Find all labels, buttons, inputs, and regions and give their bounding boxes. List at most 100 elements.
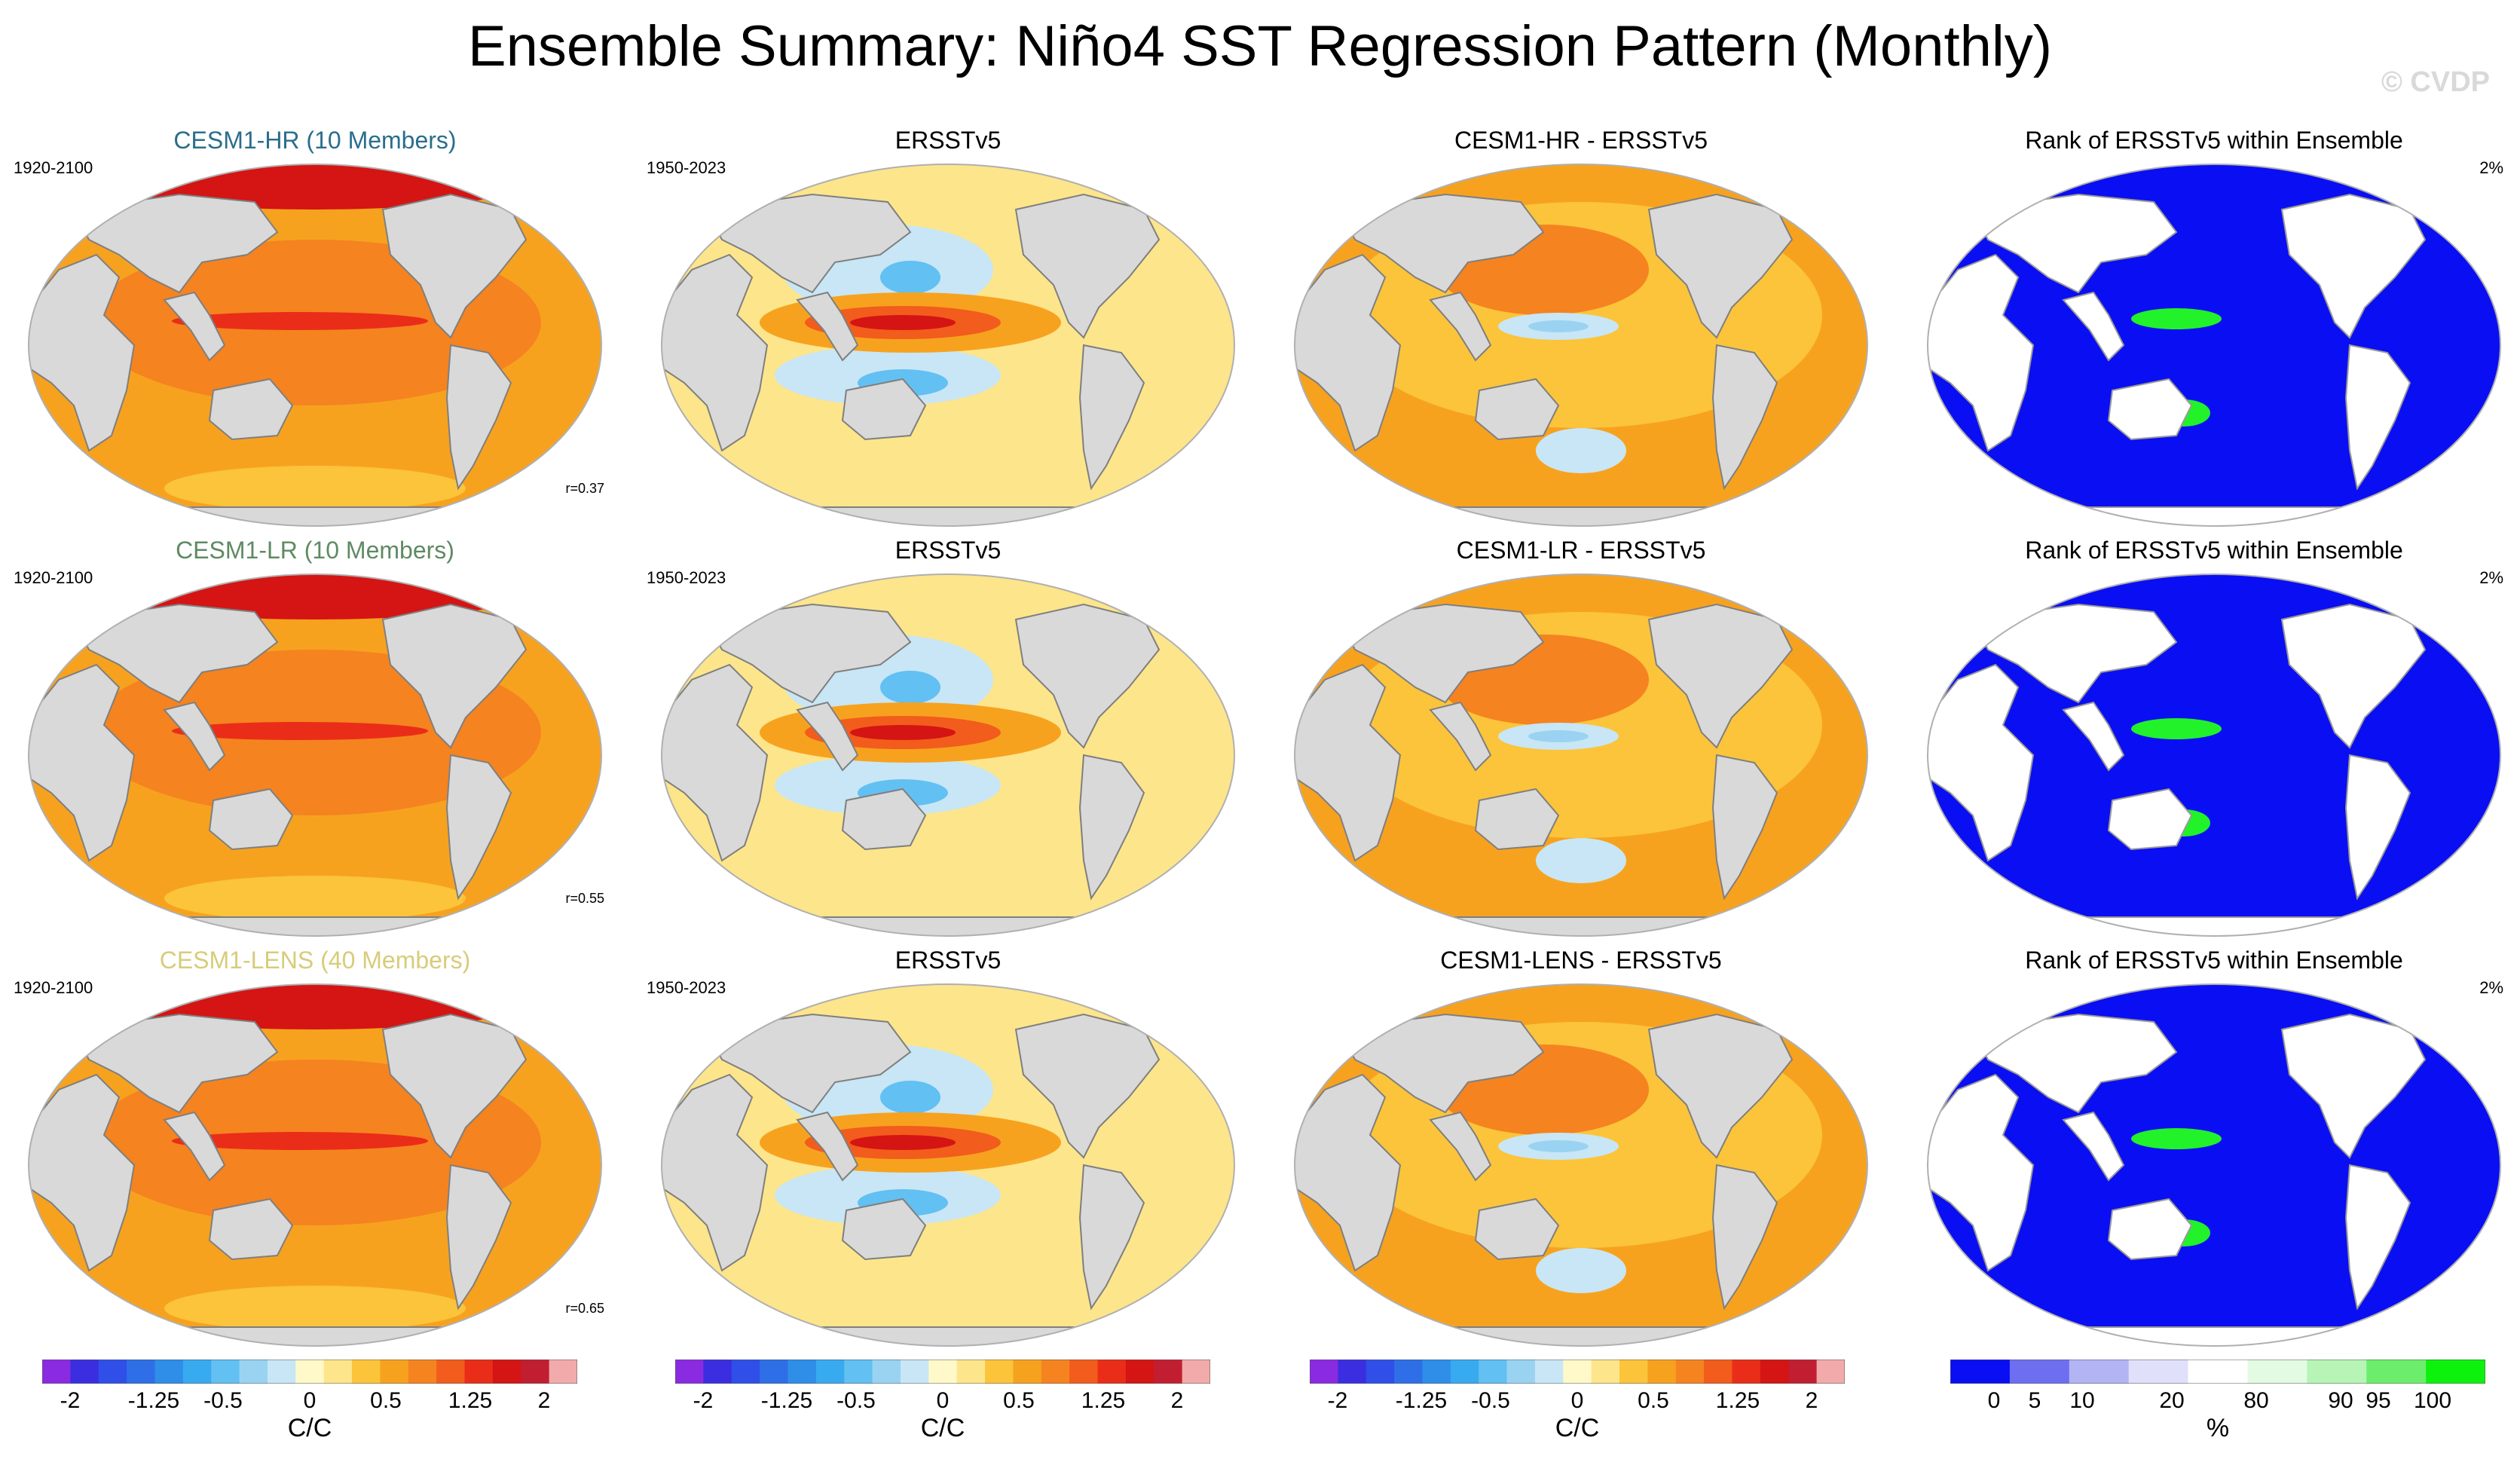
land-mask	[1711, 344, 1778, 491]
sst-contour	[1536, 838, 1626, 883]
colorbar-swatch	[1534, 1360, 1564, 1384]
panel-title: CESM1-LENS (40 Members)	[159, 947, 471, 974]
land-mask	[1338, 1013, 1545, 1114]
land-mask	[1928, 663, 2035, 862]
land-mask	[29, 1073, 136, 1272]
colorbar-swatch	[154, 1360, 184, 1384]
colorbar-tick-label: 0.5	[1638, 1388, 1669, 1413]
map-diff	[1294, 574, 1868, 937]
colorbar-tick-label: -0.5	[1471, 1388, 1510, 1413]
sst-contour	[89, 574, 541, 619]
colorbar-swatch	[267, 1360, 296, 1384]
colorbar-tick-label: 2	[1170, 1388, 1184, 1413]
panel-title: Rank of ERSSTv5 within Ensemble	[2025, 127, 2403, 154]
sst-contour	[850, 1135, 956, 1150]
map-border	[1294, 574, 1868, 937]
land-mask	[445, 1164, 512, 1311]
land-mask	[1382, 1326, 1780, 1346]
colorbar-swatch	[985, 1360, 1014, 1384]
land-mask	[2107, 378, 2193, 441]
panel-obs-row2: ERSSTv5 1950-2023	[647, 537, 1249, 950]
land-mask	[749, 916, 1147, 936]
year-range: 1950-2023	[647, 568, 726, 587]
land-mask	[1295, 253, 1402, 452]
colorbar-swatch	[2188, 1360, 2248, 1384]
colorbar-tick-label: -1.25	[760, 1388, 813, 1413]
colorbar-tick-label: 0	[1570, 1388, 1584, 1413]
land-mask	[29, 253, 136, 452]
land-mask	[705, 193, 912, 294]
sst-contour	[1536, 428, 1626, 473]
colorbar-swatch	[127, 1360, 155, 1384]
colorbar-swatch	[464, 1360, 494, 1384]
land-mask	[1647, 193, 1794, 339]
colorbar-tick-label: -1.25	[127, 1388, 180, 1413]
land-mask	[1971, 1013, 2178, 1114]
year-range: 1920-2100	[14, 158, 93, 177]
colorbar-swatch	[675, 1360, 704, 1384]
land-mask	[2015, 916, 2413, 936]
colorbar-tick-label: 1.25	[448, 1388, 493, 1413]
sst-contour	[164, 876, 466, 921]
land-mask	[2062, 701, 2125, 772]
rank-high-region	[2131, 308, 2222, 329]
colorbar-tick-label: 5	[2028, 1388, 2041, 1413]
colorbar-tick-label: -0.5	[203, 1388, 243, 1413]
land-mask	[2280, 193, 2427, 339]
panel-title: CESM1-HR (10 Members)	[173, 127, 457, 154]
colorbar-swatch	[2247, 1360, 2307, 1384]
sst-contour	[164, 1286, 466, 1331]
land-mask	[2107, 788, 2193, 851]
colorbar-swatch	[436, 1360, 466, 1384]
colorbar-swatch	[492, 1360, 521, 1384]
colorbar-swatch	[900, 1360, 929, 1384]
colorbar-units: %	[2206, 1414, 2230, 1442]
colorbar-swatch	[1450, 1360, 1479, 1384]
panel-rank-row1: Rank of ERSSTv5 within Ensemble 2%	[1913, 127, 2515, 540]
colorbar-tick-label: -2	[60, 1388, 81, 1413]
land-mask	[1014, 193, 1161, 339]
sst-contour	[172, 722, 428, 740]
year-range: 1950-2023	[647, 978, 726, 997]
panel-obs-row1: ERSSTv5 1950-2023	[647, 127, 1249, 540]
map-border	[1927, 574, 2501, 937]
map-border	[28, 164, 602, 527]
land-mask	[2015, 506, 2413, 526]
sst-contour	[1528, 1140, 1589, 1152]
colorbar-sst: -2 -1.25 -0.5 0 0.5 1.25 2 C/C	[1309, 1359, 1846, 1442]
land-mask	[163, 291, 226, 362]
colorbar-swatch	[2426, 1360, 2486, 1384]
colorbar-swatch	[239, 1360, 268, 1384]
colorbar-swatch	[1479, 1360, 1508, 1384]
land-mask	[705, 603, 912, 704]
land-mask	[2062, 1111, 2125, 1182]
colorbar-swatch	[2307, 1360, 2367, 1384]
colorbar-swatch	[1182, 1360, 1211, 1384]
map-diff	[1294, 983, 1868, 1347]
colorbar-swatch	[1506, 1360, 1536, 1384]
colorbar-swatch	[703, 1360, 732, 1384]
sst-contour	[1528, 730, 1589, 742]
map-obs	[661, 983, 1235, 1347]
colorbar-tick-label: 10	[2069, 1388, 2095, 1413]
panel-title: CESM1-LR - ERSSTv5	[1456, 537, 1706, 564]
land-mask	[1338, 193, 1545, 294]
map-border	[661, 574, 1235, 937]
colorbar-swatch	[42, 1360, 71, 1384]
colorbar-swatch	[1760, 1360, 1789, 1384]
map-obs	[661, 164, 1235, 527]
map-obs	[661, 574, 1235, 937]
year-range: 1950-2023	[647, 158, 726, 177]
land-mask	[841, 1197, 927, 1261]
colorbar-tick-label: 1.25	[1715, 1388, 1760, 1413]
panel-title: CESM1-LR (10 Members)	[176, 537, 454, 564]
land-mask	[662, 253, 769, 452]
sst-contour	[172, 312, 428, 330]
land-mask	[381, 603, 528, 749]
land-mask	[163, 701, 226, 772]
colorbar-swatch	[1950, 1360, 2011, 1384]
colorbar-swatch	[1422, 1360, 1451, 1384]
map-border	[28, 983, 602, 1347]
land-mask	[208, 378, 294, 441]
panel-title: Rank of ERSSTv5 within Ensemble	[2025, 537, 2403, 564]
